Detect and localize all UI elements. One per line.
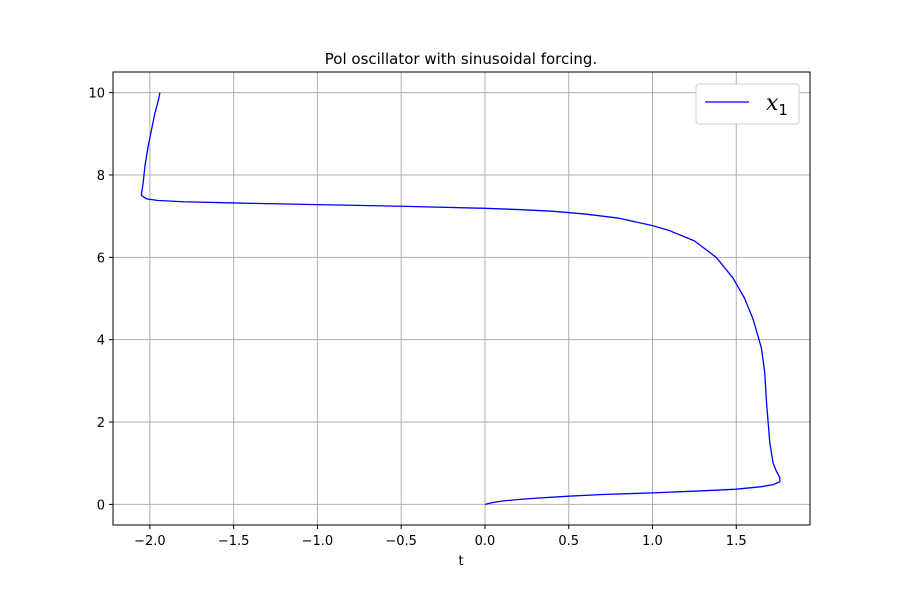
x-tick-label: −0.5 [385, 534, 417, 549]
y-tick-label: 4 [97, 334, 105, 349]
series-layer [140, 92, 781, 506]
plot-frame [112, 71, 811, 526]
legend-box [695, 83, 800, 125]
x-tick-label: 0.0 [475, 534, 496, 549]
x-tick-label: 1.5 [726, 534, 747, 549]
legend-label-base: x [766, 91, 779, 116]
legend: x1 [695, 83, 800, 125]
x-tick-label: −1.5 [218, 534, 250, 549]
y-tick-label: 6 [97, 251, 105, 266]
x-ticks: −2.0 −1.5 −1.0 −0.5 0.0 0.5 1.0 1.5 [134, 525, 747, 549]
y-tick-label: 0 [97, 498, 105, 513]
x-tick-label: −2.0 [134, 534, 166, 549]
series-line-x1 [140, 92, 781, 506]
y-tick-label: 10 [88, 87, 105, 102]
grid [113, 72, 810, 525]
chart-title: Pol oscillator with sinusoidal forcing. [325, 50, 597, 68]
y-tick-label: 8 [97, 169, 105, 184]
x-tick-label: −1.0 [302, 534, 334, 549]
y-ticks: 0 2 4 6 8 10 [88, 87, 113, 513]
legend-label-x1: x1 [766, 91, 788, 119]
x-tick-label: 0.5 [558, 534, 579, 549]
x-tick-label: 1.0 [642, 534, 663, 549]
legend-label-sub: 1 [778, 101, 788, 119]
y-tick-label: 2 [97, 416, 105, 431]
x-axis-label: t [458, 554, 463, 569]
